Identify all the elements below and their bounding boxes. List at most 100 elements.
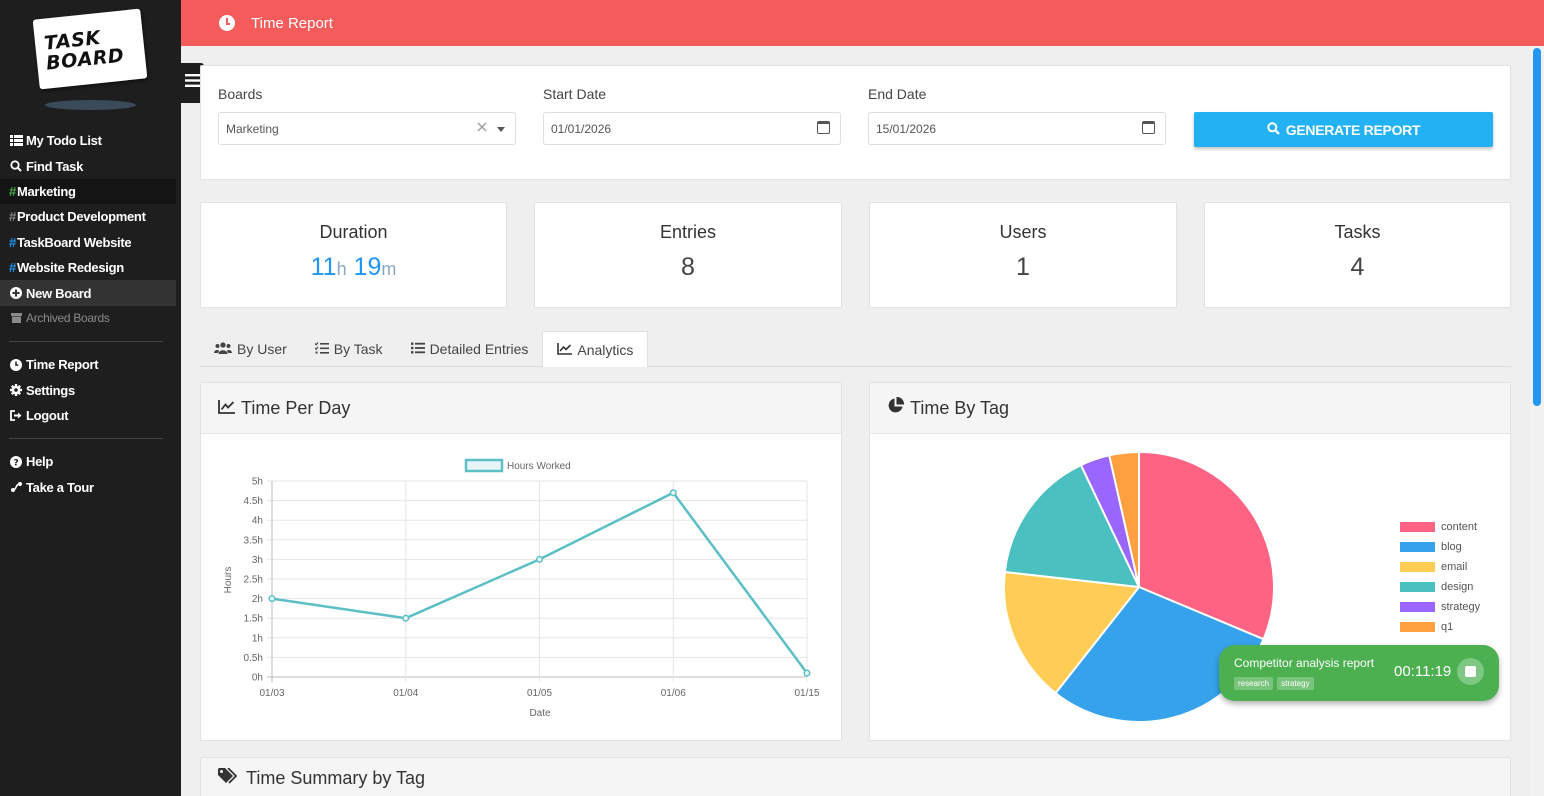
pie-slice-q1[interactable] <box>1108 450 1140 588</box>
generate-report-label: GENERATE REPORT <box>1285 121 1421 138</box>
y-tick-label: 4.5h <box>244 496 263 507</box>
data-point[interactable] <box>803 669 811 677</box>
time-per-day-panel: Time Per Day 0h 0.5h 1h 1.5h 2h 2.5h 3h 3.5h 4h 4… <box>200 382 842 741</box>
logo-shadow <box>45 100 136 110</box>
line-chart-icon <box>218 398 235 419</box>
scrollbar-thumb[interactable] <box>1533 48 1541 406</box>
boards-label: Boards <box>218 86 263 102</box>
end-date-input[interactable]: 15/01/2026 <box>868 112 1166 145</box>
y-axis-label: Hours <box>223 567 234 594</box>
timer-tag: strategy <box>1277 677 1314 690</box>
list-icon <box>410 341 425 357</box>
users-icon <box>214 341 232 357</box>
new-board-button[interactable]: New Board <box>0 280 176 306</box>
legend-swatch <box>1400 522 1435 532</box>
pie-slice-content[interactable] <box>1138 450 1275 641</box>
sidebar-item-archived-boards[interactable]: Archived Boards <box>0 306 181 331</box>
active-timer-widget[interactable]: Competitor analysis report research stra… <box>1219 645 1499 701</box>
sidebar-item-board-marketing[interactable]: # Marketing <box>0 178 176 205</box>
data-point[interactable] <box>402 614 410 622</box>
legend-label: email <box>1441 561 1468 573</box>
timer-tag: research <box>1234 677 1274 690</box>
sidebar-item-time-report[interactable]: Time Report <box>0 352 181 377</box>
generate-report-button[interactable]: GENERATE REPORT <box>1194 112 1493 147</box>
legend-item-strategy[interactable]: strategy <box>1400 601 1480 613</box>
pie-slice-design[interactable] <box>1003 463 1141 589</box>
tab-by-user[interactable]: By User <box>200 331 301 367</box>
y-tick-label: 1.5h <box>244 614 263 625</box>
tab-label: Analytics <box>577 341 634 358</box>
sidebar-item-take-a-tour[interactable]: Take a Tour <box>0 475 181 500</box>
sidebar-item-board-taskboard-website[interactable]: # TaskBoard Website <box>0 230 181 255</box>
sidebar-item-help[interactable]: ? Help <box>0 449 181 474</box>
y-tick-label: 3.5h <box>244 535 263 546</box>
sidebar-item-label: Product Development <box>16 209 146 225</box>
sidebar-item-find-task[interactable]: Find Task <box>0 153 181 178</box>
new-board-label: New Board <box>26 285 92 301</box>
legend-swatch <box>1400 582 1435 592</box>
end-date-label: End Date <box>868 86 927 102</box>
tab-detailed-entries[interactable]: Detailed Entries <box>397 331 543 367</box>
sidebar-item-my-todo-list[interactable]: My Todo List <box>0 128 181 153</box>
sidebar-item-label: Website Redesign <box>16 260 124 276</box>
tab-label: Detailed Entries <box>429 341 529 357</box>
data-point[interactable] <box>535 555 544 563</box>
sidebar-item-board-website-redesign[interactable]: # Website Redesign <box>0 255 181 280</box>
stat-value-tasks: 4 <box>1350 253 1365 281</box>
end-date-value: 15/01/2026 <box>876 121 937 136</box>
legend-label: strategy <box>1441 601 1481 613</box>
calendar-icon[interactable] <box>1142 121 1155 134</box>
duration-hours: 11 <box>310 253 337 281</box>
stat-card-tasks: Tasks 4 <box>1204 202 1511 308</box>
tab-analytics[interactable]: Analytics <box>542 331 649 367</box>
taskboard-logo[interactable]: TASK BOARD <box>32 8 148 90</box>
stop-timer-button[interactable] <box>1457 658 1484 685</box>
sidebar-item-logout[interactable]: Logout <box>0 403 181 428</box>
y-tick-label: 5h <box>252 477 263 488</box>
y-tick-label: 3h <box>252 555 263 566</box>
start-date-input[interactable]: 01/01/2026 <box>543 112 841 145</box>
stop-icon <box>1465 666 1476 677</box>
stat-label: Tasks <box>1334 222 1381 242</box>
sidebar-item-board-product-development[interactable]: # Product Development <box>0 204 181 229</box>
legend-item-email[interactable]: email <box>1400 561 1467 573</box>
stat-label: Entries <box>659 222 717 242</box>
duration-hours-unit: h <box>336 259 347 279</box>
legend-item-blog[interactable]: blog <box>1400 541 1462 553</box>
clear-icon[interactable] <box>477 121 487 135</box>
page-scrollbar[interactable] <box>1530 46 1544 796</box>
sidebar-item-settings[interactable]: Settings <box>0 378 181 403</box>
stat-card-duration: Duration 11h 19m <box>200 202 507 308</box>
calendar-icon[interactable] <box>817 121 830 134</box>
timer-tags: research strategy <box>1234 677 1314 690</box>
tab-by-task[interactable]: By Task <box>301 331 397 367</box>
x-axis-label: Date <box>529 708 551 719</box>
legend-item-q1[interactable]: q1 <box>1400 621 1453 633</box>
sign-out-icon <box>9 410 23 421</box>
boards-select[interactable]: Marketing <box>218 112 516 145</box>
legend-item-design[interactable]: design <box>1400 581 1473 593</box>
search-icon <box>1267 121 1280 138</box>
start-date-value: 01/01/2026 <box>551 121 612 136</box>
stat-value-duration: 11h 19m <box>201 253 506 282</box>
legend-label: design <box>1441 581 1474 593</box>
data-point[interactable] <box>669 489 677 497</box>
data-point[interactable] <box>268 595 276 603</box>
legend-item-content[interactable]: content <box>1400 521 1477 533</box>
clock-icon <box>219 15 235 31</box>
tags-icon <box>218 767 240 789</box>
chevron-down-icon[interactable] <box>497 121 505 135</box>
y-tick-label: 1h <box>252 633 263 644</box>
duration-minutes-unit: m <box>381 259 397 279</box>
list-icon <box>9 135 23 147</box>
y-tick-label: 0.5h <box>244 653 263 664</box>
x-tick-label: 01/04 <box>393 688 418 699</box>
legend-swatch <box>1400 602 1435 612</box>
clock-icon <box>9 358 23 371</box>
legend-swatch <box>464 458 504 473</box>
pie-chart-icon <box>887 396 905 419</box>
menu-toggle-button[interactable] <box>181 63 204 103</box>
stat-card-users: Users 1 <box>869 202 1177 308</box>
pie-slice-email[interactable] <box>1003 570 1141 695</box>
hash-icon: # <box>9 260 16 276</box>
